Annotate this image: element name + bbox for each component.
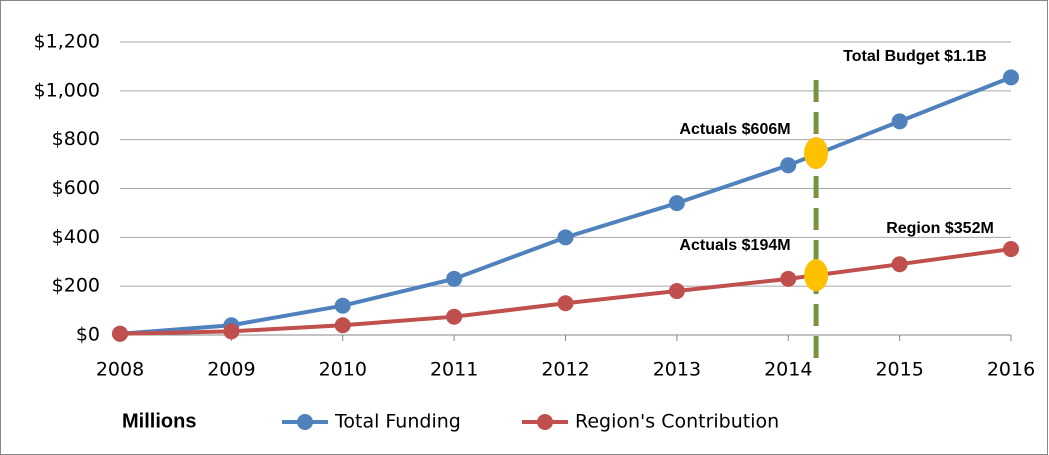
annotation: Actuals $606M [679,121,790,138]
x-tick-label: 2010 [319,359,367,381]
x-tick-label: 2012 [541,359,589,381]
x-tick-label: 2016 [987,359,1035,381]
y-tick-label: $0 [76,324,100,346]
y-tick-label: $200 [52,275,100,297]
data-point [1003,241,1019,258]
legend-label: Total Funding [334,411,461,433]
legend-marker [537,414,553,430]
data-point [446,270,463,287]
y-tick-label: $1,200 [34,31,100,53]
x-tick-label: 2008 [96,359,144,381]
data-point [557,229,574,246]
y-tick-label: $1,000 [34,79,100,101]
highlight-marker [804,137,829,170]
data-point [780,270,797,287]
y-tick-label: $400 [52,226,100,248]
x-tick-label: 2013 [653,359,701,381]
data-point [112,325,128,342]
highlight-marker [804,259,829,292]
legend-label: Region's Contribution [575,411,779,433]
axis-label: Millions [122,410,196,432]
x-tick-label: 2015 [875,359,923,381]
x-tick-label: 2014 [764,359,812,381]
annotation: Region $352M [886,220,994,237]
data-point [780,157,797,174]
data-point [223,323,240,340]
data-point [891,256,908,273]
y-tick-label: $600 [52,177,100,199]
data-point [668,283,685,300]
x-tick-label: 2011 [430,359,478,381]
data-point [1003,69,1019,86]
data-point [334,317,351,334]
data-point [557,295,574,312]
data-point [334,297,351,314]
y-tick-label: $800 [52,128,100,150]
annotation: Total Budget $1.1B [843,48,987,65]
x-tick-label: 2009 [207,359,255,381]
annotation: Actuals $194M [679,237,790,254]
data-point [668,195,685,212]
data-point [891,113,908,130]
data-point [446,308,463,325]
legend-marker [297,414,313,430]
